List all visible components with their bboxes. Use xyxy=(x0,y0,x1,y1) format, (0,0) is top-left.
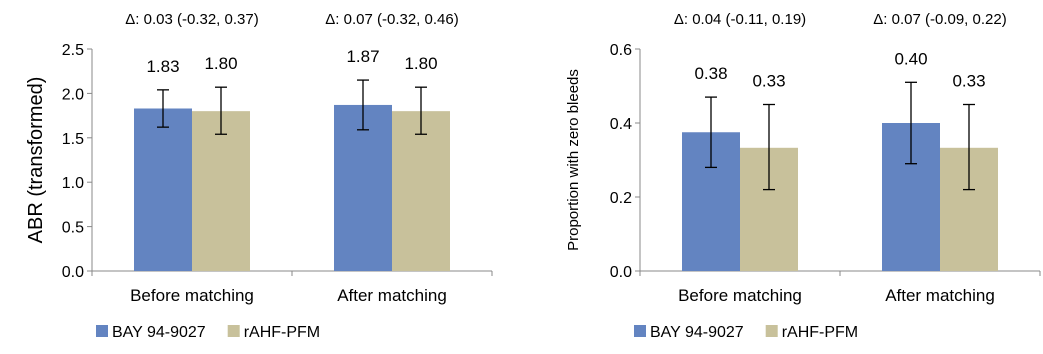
data-label: 1.80 xyxy=(204,54,237,73)
data-label: 1.80 xyxy=(404,54,437,73)
y-tick-label: 0.5 xyxy=(62,220,84,237)
y-tick-label: 1.0 xyxy=(62,175,84,192)
delta-annotation: Δ: 0.04 (-0.11, 0.19) xyxy=(674,11,806,28)
y-tick-label: 0.4 xyxy=(610,116,632,133)
legend-label: rAHF-PFM xyxy=(782,324,858,341)
legend-swatch xyxy=(96,325,108,337)
legend-swatch xyxy=(765,325,778,337)
y-tick-label: 2.5 xyxy=(62,42,84,59)
y-tick-label: 0.2 xyxy=(610,190,632,207)
legend-swatch xyxy=(634,325,646,337)
legend-swatch xyxy=(227,325,240,337)
delta-annotation: Δ: 0.03 (-0.32, 0.37) xyxy=(125,11,258,28)
bar xyxy=(192,111,250,271)
y-tick-label: 0.0 xyxy=(62,264,84,281)
bar xyxy=(134,108,192,271)
delta-annotation: Δ: 0.07 (-0.32, 0.46) xyxy=(325,11,458,28)
chart-zero-bleeds: 0.0 0.2 0.4 0.6 Proportion with zero bleeds B… xyxy=(565,11,1041,341)
x-tick-label: Before matching xyxy=(130,286,254,305)
y-tick-label: 0.0 xyxy=(610,264,632,281)
y-axis-title: ABR (transformed) xyxy=(25,77,47,244)
legend-label: BAY 94-9027 xyxy=(650,324,744,341)
x-tick-label: After matching xyxy=(885,286,995,305)
legend-label: rAHF-PFM xyxy=(244,324,320,341)
legend-label: BAY 94-9027 xyxy=(112,324,206,341)
bar xyxy=(334,104,392,271)
data-label: 0.40 xyxy=(894,49,927,68)
data-label: 0.38 xyxy=(694,64,727,83)
data-label: 0.33 xyxy=(752,72,785,91)
y-axis-title: Proportion with zero bleeds xyxy=(565,69,582,251)
x-tick-label: After matching xyxy=(337,286,447,305)
y-tick-label: 1.5 xyxy=(62,131,84,148)
data-label: 1.87 xyxy=(346,47,379,66)
data-label: 0.33 xyxy=(952,72,985,91)
data-label: 1.83 xyxy=(146,57,179,76)
y-tick-label: 0.6 xyxy=(610,42,632,59)
chart-abr: 0.0 0.5 1.0 1.5 2.0 2.5 ABR (transformed) Befor… xyxy=(25,11,493,341)
bar xyxy=(392,111,450,271)
y-tick-label: 2.0 xyxy=(62,86,84,103)
x-tick-label: Before matching xyxy=(678,286,802,305)
delta-annotation: Δ: 0.07 (-0.09, 0.22) xyxy=(873,11,1006,28)
